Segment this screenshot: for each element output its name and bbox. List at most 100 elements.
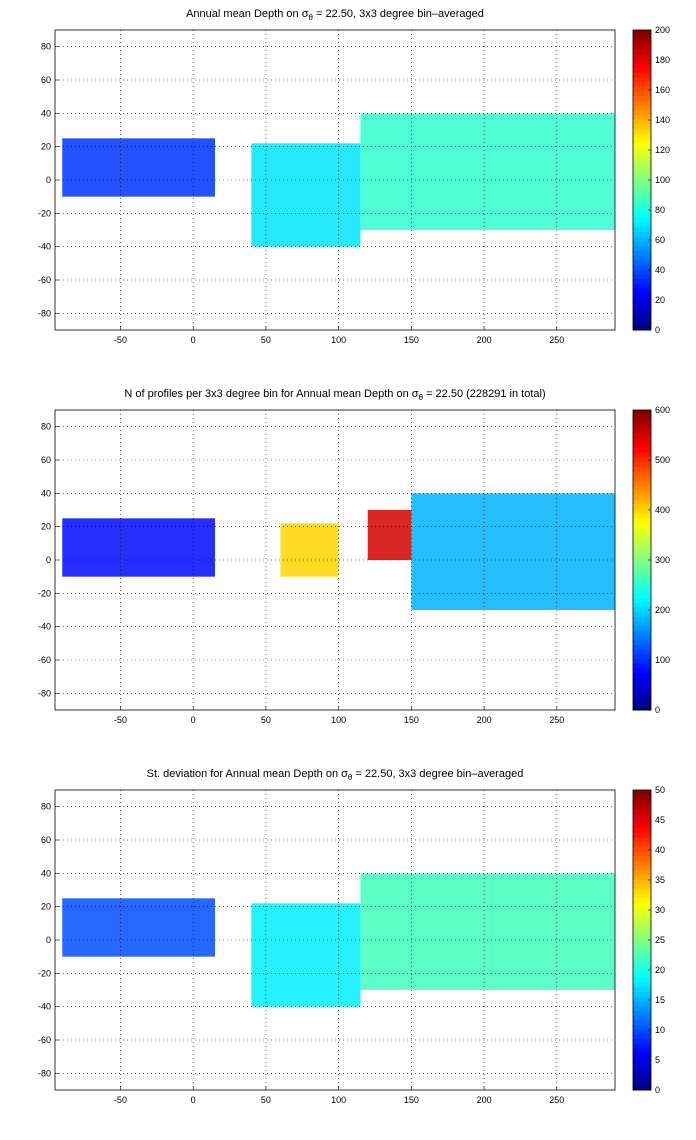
colorbar-step	[633, 799, 651, 805]
y-tick-label: 0	[46, 175, 51, 185]
colorbar-step	[633, 170, 651, 176]
colorbar-tick-label: 20	[655, 965, 665, 975]
colorbar-step	[633, 410, 651, 416]
colorbar-step	[633, 1066, 651, 1072]
colorbar-step	[633, 592, 651, 598]
y-tick-label: -60	[38, 275, 51, 285]
heatmap-map: -50 0 50 100 150 200 250806040200-20-40-60-802…	[38, 25, 670, 345]
x-tick-label: 250	[549, 335, 564, 345]
colorbar-tick-label: 40	[655, 845, 665, 855]
colorbar-tick-label: 80	[655, 205, 665, 215]
colorbar-tick-label: 300	[655, 555, 670, 565]
y-tick-label: -20	[38, 588, 51, 598]
x-tick-label: 150	[404, 1095, 419, 1105]
region-cell	[360, 113, 615, 230]
colorbar-tick-label: 45	[655, 815, 665, 825]
colorbar-step	[633, 315, 651, 322]
colorbar-tick-label: 30	[655, 905, 665, 915]
x-tick-label: 250	[549, 715, 564, 725]
colorbar-step	[633, 222, 651, 228]
y-tick-label: 20	[41, 522, 51, 532]
y-tick-label: 60	[41, 455, 51, 465]
colorbar-step	[633, 1000, 651, 1007]
colorbar-step	[633, 438, 651, 444]
colorbar-step	[633, 264, 651, 270]
colorbar-step	[633, 883, 651, 889]
colorbar-step	[633, 588, 651, 594]
colorbar-tick-label: 160	[655, 85, 670, 95]
colorbar-step	[633, 194, 651, 200]
x-tick-label: 150	[404, 335, 419, 345]
region-cell	[411, 493, 615, 610]
region-cell	[360, 873, 615, 990]
colorbar-step	[633, 30, 651, 36]
colorbar-step	[633, 935, 651, 941]
colorbar-tick-label: 200	[655, 25, 670, 35]
colorbar-step	[633, 686, 651, 692]
colorbar-step	[633, 231, 651, 237]
colorbar-step	[633, 850, 651, 857]
colorbar-step	[633, 301, 651, 308]
colorbar-step	[633, 555, 651, 561]
colorbar-step	[633, 644, 651, 650]
x-tick-label: 150	[404, 715, 419, 725]
chart-title: St. deviation for Annual mean Depth on σ…	[146, 768, 524, 783]
colorbar-step	[633, 639, 651, 645]
y-tick-label: 40	[41, 108, 51, 118]
colorbar-step	[633, 39, 651, 45]
colorbar-step	[633, 203, 651, 209]
colorbar-step	[633, 480, 651, 486]
colorbar-step	[633, 161, 651, 167]
colorbar-step	[633, 944, 651, 950]
y-tick-label: 80	[41, 802, 51, 812]
colorbar-step	[633, 996, 651, 1002]
colorbar-step	[633, 236, 651, 242]
colorbar-step	[633, 822, 651, 828]
colorbar-step	[633, 306, 651, 312]
x-tick-label: 250	[549, 1095, 564, 1105]
heatmap-map: -50 0 50 100 150 200 250806040200-20-40-60-805…	[38, 785, 665, 1105]
colorbar-step	[633, 597, 651, 603]
colorbar-step	[633, 827, 651, 833]
colorbar-step	[633, 86, 651, 92]
colorbar-step	[633, 888, 651, 894]
colorbar-step	[633, 180, 651, 186]
colorbar-step	[633, 808, 651, 814]
colorbar-step	[633, 414, 651, 420]
colorbar-tick-label: 10	[655, 1025, 665, 1035]
x-tick-label: 100	[331, 715, 346, 725]
colorbar-step	[633, 1047, 651, 1053]
colorbar-step	[633, 790, 651, 796]
colorbar-step	[633, 832, 651, 838]
x-tick-label: -50	[114, 715, 127, 725]
colorbar-step	[633, 813, 651, 819]
colorbar-step	[633, 142, 651, 148]
colorbar-step	[633, 531, 651, 538]
colorbar-step	[633, 916, 651, 922]
colorbar-step	[633, 165, 651, 172]
colorbar-step	[633, 705, 651, 711]
colorbar-step	[633, 292, 651, 298]
colorbar-step	[633, 428, 651, 434]
y-tick-label: 80	[41, 42, 51, 52]
colorbar-step	[633, 109, 651, 115]
colorbar-step	[633, 208, 651, 214]
y-tick-label: -40	[38, 242, 51, 252]
data-regions	[62, 493, 615, 610]
colorbar-tick-label: 500	[655, 455, 670, 465]
colorbar-step	[633, 865, 651, 871]
y-tick-label: -20	[38, 208, 51, 218]
colorbar-step	[633, 245, 651, 251]
colorbar-step	[633, 691, 651, 697]
colorbar-step	[633, 240, 651, 247]
colorbar-step	[633, 911, 651, 918]
colorbar-step	[633, 940, 651, 946]
colorbar-step	[633, 1024, 651, 1030]
colorbar-step	[633, 114, 651, 120]
colorbar-step	[633, 564, 651, 570]
grid-lines	[55, 30, 615, 330]
colorbar-step	[633, 320, 651, 326]
colorbar-step	[633, 991, 651, 997]
colorbar-step	[633, 269, 651, 275]
